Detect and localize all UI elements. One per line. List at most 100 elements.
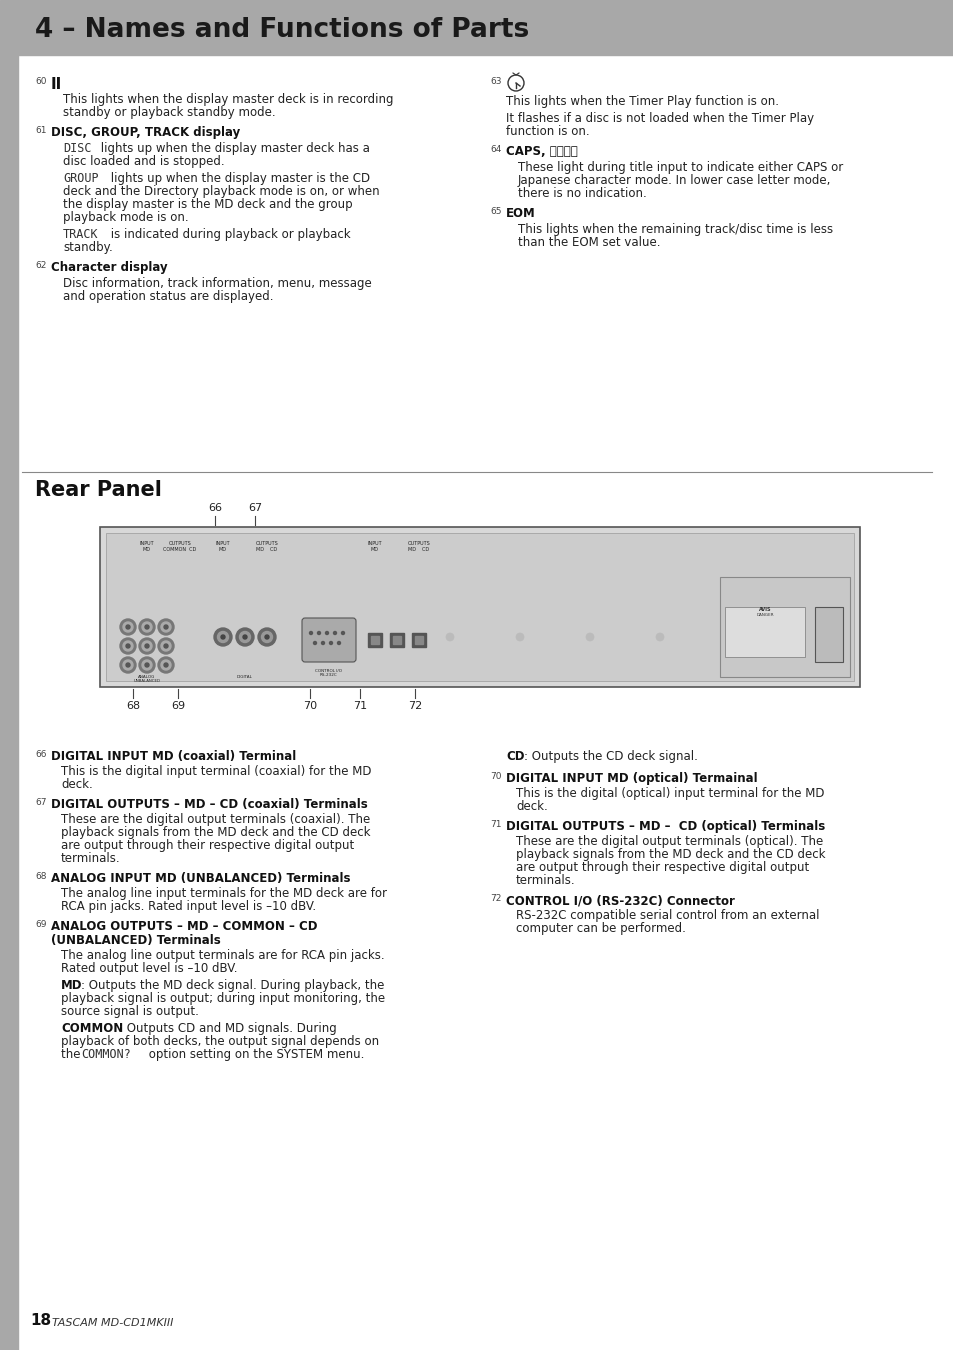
Circle shape: [213, 628, 232, 647]
Text: DIGITAL OUTPUTS – MD – CD (coaxial) Terminals: DIGITAL OUTPUTS – MD – CD (coaxial) Term…: [51, 798, 367, 811]
Text: option setting on the SYSTEM menu.: option setting on the SYSTEM menu.: [145, 1048, 364, 1061]
Text: CONTROL I/O: CONTROL I/O: [315, 670, 342, 674]
Text: deck and the Directory playback mode is on, or when: deck and the Directory playback mode is …: [63, 185, 379, 198]
Circle shape: [145, 644, 149, 648]
Text: MD    CD: MD CD: [408, 547, 429, 552]
Text: COMMON: COMMON: [61, 1022, 123, 1035]
Text: 4 – Names and Functions of Parts: 4 – Names and Functions of Parts: [35, 18, 529, 43]
Text: These light during title input to indicate either CAPS or: These light during title input to indica…: [517, 161, 842, 174]
Text: lights up when the display master deck has a: lights up when the display master deck h…: [97, 142, 370, 155]
Text: GROUP: GROUP: [63, 171, 98, 185]
Circle shape: [239, 632, 251, 643]
Text: lights up when the display master is the CD: lights up when the display master is the…: [107, 171, 370, 185]
Circle shape: [126, 644, 130, 648]
Circle shape: [120, 620, 136, 634]
Circle shape: [158, 620, 173, 634]
Text: TRACK: TRACK: [63, 228, 98, 242]
Circle shape: [142, 641, 152, 651]
Circle shape: [337, 641, 340, 644]
Text: MD    CD: MD CD: [256, 547, 277, 552]
Circle shape: [161, 641, 171, 651]
Text: RS-232C: RS-232C: [320, 674, 337, 676]
Text: and operation status are displayed.: and operation status are displayed.: [63, 290, 274, 302]
Text: are output through their respective digital output: are output through their respective digi…: [61, 838, 354, 852]
Text: DIGITAL OUTPUTS – MD –  CD (optical) Terminals: DIGITAL OUTPUTS – MD – CD (optical) Term…: [505, 819, 824, 833]
Circle shape: [126, 663, 130, 667]
Text: disc loaded and is stopped.: disc loaded and is stopped.: [63, 155, 224, 167]
Circle shape: [265, 634, 269, 639]
Circle shape: [120, 657, 136, 674]
Text: OUTPUTS: OUTPUTS: [255, 541, 278, 545]
Bar: [368, 633, 381, 647]
Text: Rated output level is –10 dBV.: Rated output level is –10 dBV.: [61, 963, 237, 975]
Text: source signal is output.: source signal is output.: [61, 1004, 198, 1018]
Text: DIGITAL INPUT MD (optical) Termainal: DIGITAL INPUT MD (optical) Termainal: [505, 772, 757, 784]
Text: DIGITAL INPUT MD (coaxial) Terminal: DIGITAL INPUT MD (coaxial) Terminal: [51, 751, 296, 763]
Text: are output through their respective digital output: are output through their respective digi…: [516, 861, 808, 873]
Circle shape: [217, 632, 229, 643]
Text: Character display: Character display: [51, 261, 168, 274]
Text: 70: 70: [303, 701, 316, 711]
Circle shape: [656, 633, 663, 641]
Text: 60: 60: [35, 77, 47, 86]
Bar: [814, 608, 842, 662]
Text: 66: 66: [208, 504, 222, 513]
Bar: [720, 576, 849, 676]
Circle shape: [257, 628, 275, 647]
Bar: [412, 633, 426, 647]
Text: 64: 64: [490, 144, 501, 154]
Circle shape: [309, 632, 313, 634]
Circle shape: [314, 641, 316, 644]
Text: DIGITAL: DIGITAL: [236, 675, 253, 679]
Text: OUTPUTS: OUTPUTS: [407, 541, 430, 545]
Text: 65: 65: [490, 207, 501, 216]
Circle shape: [221, 634, 225, 639]
Text: These are the digital output terminals (coaxial). The: These are the digital output terminals (…: [61, 813, 370, 826]
Text: 72: 72: [490, 894, 501, 903]
Text: than the EOM set value.: than the EOM set value.: [517, 236, 659, 248]
Text: Disc information, track information, menu, message: Disc information, track information, men…: [63, 277, 372, 290]
Text: CONTROL I/O (RS-232C) Connector: CONTROL I/O (RS-232C) Connector: [505, 894, 734, 907]
Circle shape: [142, 660, 152, 670]
FancyBboxPatch shape: [302, 618, 355, 662]
Circle shape: [164, 625, 168, 629]
Bar: [371, 636, 378, 644]
Text: DANGER: DANGER: [756, 613, 773, 617]
Text: there is no indication.: there is no indication.: [517, 188, 646, 200]
Text: playback signals from the MD deck and the CD deck: playback signals from the MD deck and th…: [516, 848, 824, 861]
Text: 61: 61: [35, 126, 47, 135]
Circle shape: [329, 641, 333, 644]
Text: terminals.: terminals.: [61, 852, 120, 865]
Bar: [393, 636, 400, 644]
Text: the display master is the MD deck and the group: the display master is the MD deck and th…: [63, 198, 353, 211]
Text: MD: MD: [143, 547, 151, 552]
Text: function is on.: function is on.: [505, 126, 589, 138]
Text: The analog line output terminals are for RCA pin jacks.: The analog line output terminals are for…: [61, 949, 384, 963]
Text: AVIS: AVIS: [758, 608, 770, 612]
Circle shape: [235, 628, 253, 647]
Text: II: II: [51, 77, 62, 92]
Bar: [415, 636, 422, 644]
Circle shape: [139, 657, 154, 674]
Text: OUTPUTS: OUTPUTS: [169, 541, 192, 545]
Circle shape: [161, 660, 171, 670]
Circle shape: [139, 620, 154, 634]
Text: 68: 68: [35, 872, 47, 882]
Text: 71: 71: [490, 819, 501, 829]
Text: DISC: DISC: [63, 142, 91, 155]
Text: terminals.: terminals.: [516, 873, 575, 887]
Text: ANALOG OUTPUTS – MD – COMMON – CD: ANALOG OUTPUTS – MD – COMMON – CD: [51, 919, 317, 933]
Circle shape: [145, 625, 149, 629]
Bar: [100, 526, 859, 687]
Text: : Outputs the CD deck signal.: : Outputs the CD deck signal.: [523, 751, 698, 763]
Circle shape: [158, 639, 173, 653]
Text: deck.: deck.: [61, 778, 92, 791]
Bar: [106, 533, 853, 680]
Text: playback signals from the MD deck and the CD deck: playback signals from the MD deck and th…: [61, 826, 370, 838]
Text: 72: 72: [408, 701, 421, 711]
Circle shape: [164, 644, 168, 648]
Text: 62: 62: [35, 261, 47, 270]
Text: COMMON?: COMMON?: [81, 1048, 131, 1061]
Bar: [724, 608, 804, 657]
Circle shape: [123, 641, 132, 651]
